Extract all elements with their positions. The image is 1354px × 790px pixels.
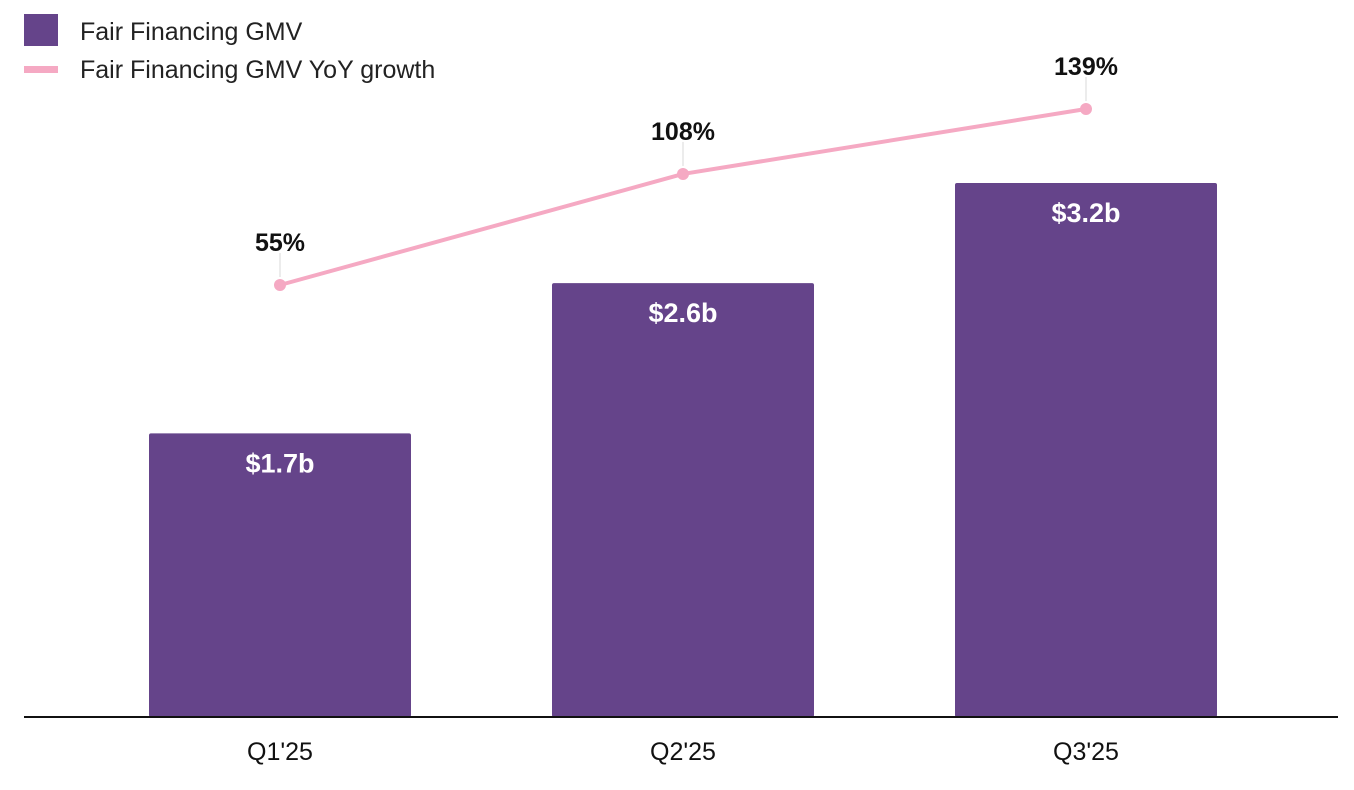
bar-value-label-3: $3.2b xyxy=(1051,198,1120,228)
growth-value-label-3: 139% xyxy=(1054,53,1118,81)
growth-point-1 xyxy=(274,279,286,291)
growth-point-2 xyxy=(677,167,689,180)
growth-value-label-2: 108% xyxy=(651,118,715,146)
bar-2 xyxy=(552,283,814,717)
bar-series: $1.7b $2.6b $3.2b xyxy=(149,183,1217,717)
legend-label-line: Fair Financing GMV YoY growth xyxy=(80,56,435,84)
legend: Fair Financing GMV Fair Financing GMV Yo… xyxy=(24,14,435,84)
legend-swatch-line xyxy=(24,66,58,73)
bar-1 xyxy=(149,433,411,717)
legend-label-bar: Fair Financing GMV xyxy=(80,18,303,46)
x-tick-label-1: Q1'25 xyxy=(247,738,313,766)
growth-value-label-1: 55% xyxy=(255,229,305,257)
bar-value-label-2: $2.6b xyxy=(648,298,717,328)
x-tick-label-2: Q2'25 xyxy=(650,738,716,766)
x-axis-ticks: Q1'25 Q2'25 Q3'25 xyxy=(247,738,1119,766)
bar-value-label-1: $1.7b xyxy=(245,448,314,478)
bar-3 xyxy=(955,183,1217,717)
legend-swatch-bar xyxy=(24,14,58,46)
growth-point-3 xyxy=(1080,103,1092,115)
line-series: 55% 108% 139% xyxy=(255,53,1118,291)
x-tick-label-3: Q3'25 xyxy=(1053,738,1119,766)
